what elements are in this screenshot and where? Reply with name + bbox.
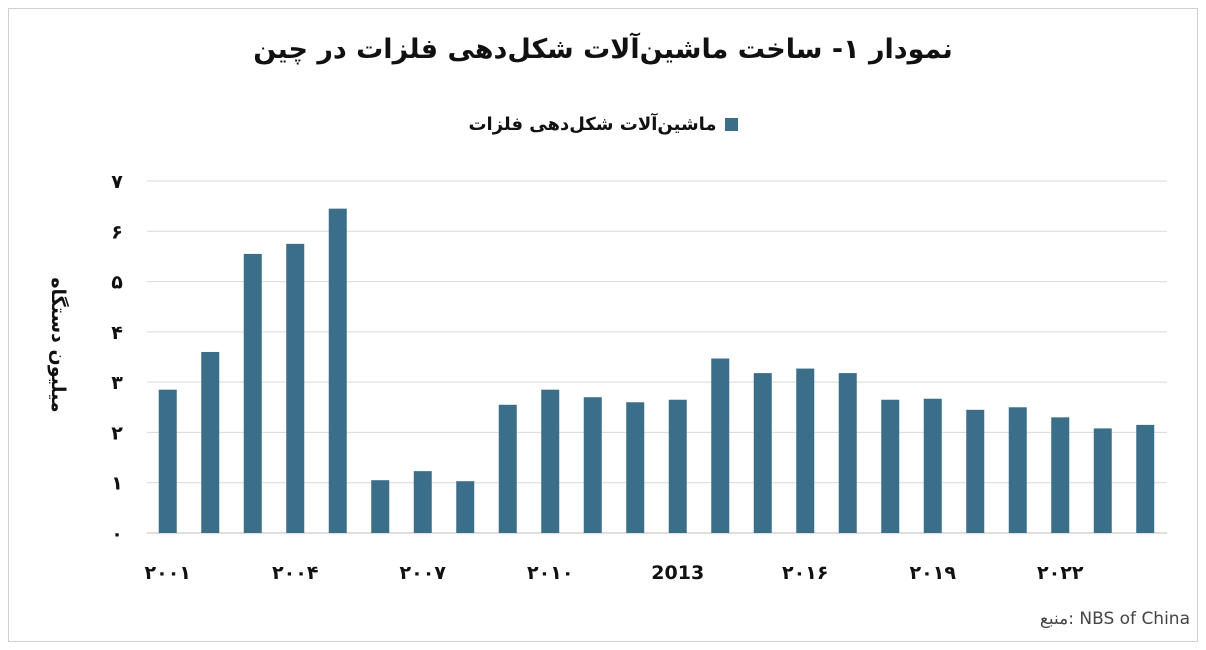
bar-2005 (328, 208, 347, 533)
bar-2009 (498, 404, 517, 533)
x-tick-label: ۲۰۱۹ (910, 562, 957, 584)
x-tick-label: ۲۰۰۴ (272, 562, 318, 584)
bar-2022 (1051, 417, 1070, 533)
y-tick-label: ۶ (111, 221, 123, 243)
bar-2008 (456, 481, 475, 533)
x-tick-label: ۲۰۰۷ (400, 562, 447, 584)
y-tick-label: ۰ (111, 523, 123, 545)
bar-2007 (413, 471, 432, 533)
bar-2013 (668, 399, 687, 533)
bar-2011 (583, 397, 602, 533)
y-tick-label: ۲ (111, 422, 123, 444)
legend-swatch (724, 118, 738, 131)
bar-2024 (1136, 424, 1155, 533)
y-tick-label: ۴ (111, 322, 123, 344)
bar-2012 (626, 402, 645, 533)
source-value: NBS of China (1079, 609, 1190, 629)
bar-2001 (158, 389, 177, 533)
bar-2002 (201, 351, 220, 533)
x-tick-label: ۲۰۲۲ (1037, 562, 1084, 584)
y-tick-label: ۷ (111, 171, 123, 193)
bar-2018 (881, 399, 900, 533)
y-tick-label: ۳ (111, 372, 123, 394)
bar-2004 (286, 243, 305, 533)
chart-legend: ماشین‌آلات شکل‌دهی فلزات (0, 114, 1206, 135)
bar-2015 (753, 373, 772, 533)
bar-2006 (371, 480, 390, 533)
bar-2016 (796, 368, 815, 533)
bar-2003 (243, 253, 262, 533)
bar-2020 (966, 409, 985, 533)
x-tick-label: ۲۰۱۶ (782, 562, 828, 584)
bar-2014 (711, 358, 730, 533)
y-tick-label: ۵ (111, 272, 123, 294)
source-label: منبع: (1039, 609, 1074, 629)
x-tick-label: ۲۰۱۰ (527, 562, 573, 584)
x-tick-label: ۲۰۰۱ (145, 562, 191, 584)
bar-2023 (1093, 428, 1112, 533)
legend-label: ماشین‌آلات شکل‌دهی فلزات (468, 114, 717, 135)
bar-2017 (838, 373, 857, 533)
x-tick-label: 2013 (651, 562, 704, 584)
bar-2010 (541, 389, 560, 533)
bar-2021 (1008, 407, 1027, 533)
chart-frame (8, 8, 1198, 642)
y-tick-label: ۱ (111, 473, 123, 495)
bar-2019 (923, 398, 942, 533)
source-note: منبع: NBS of China (1040, 609, 1190, 629)
chart-title: نمودار ۱- ساخت ماشین‌آلات شکل‌دهی فلزات … (253, 34, 953, 65)
